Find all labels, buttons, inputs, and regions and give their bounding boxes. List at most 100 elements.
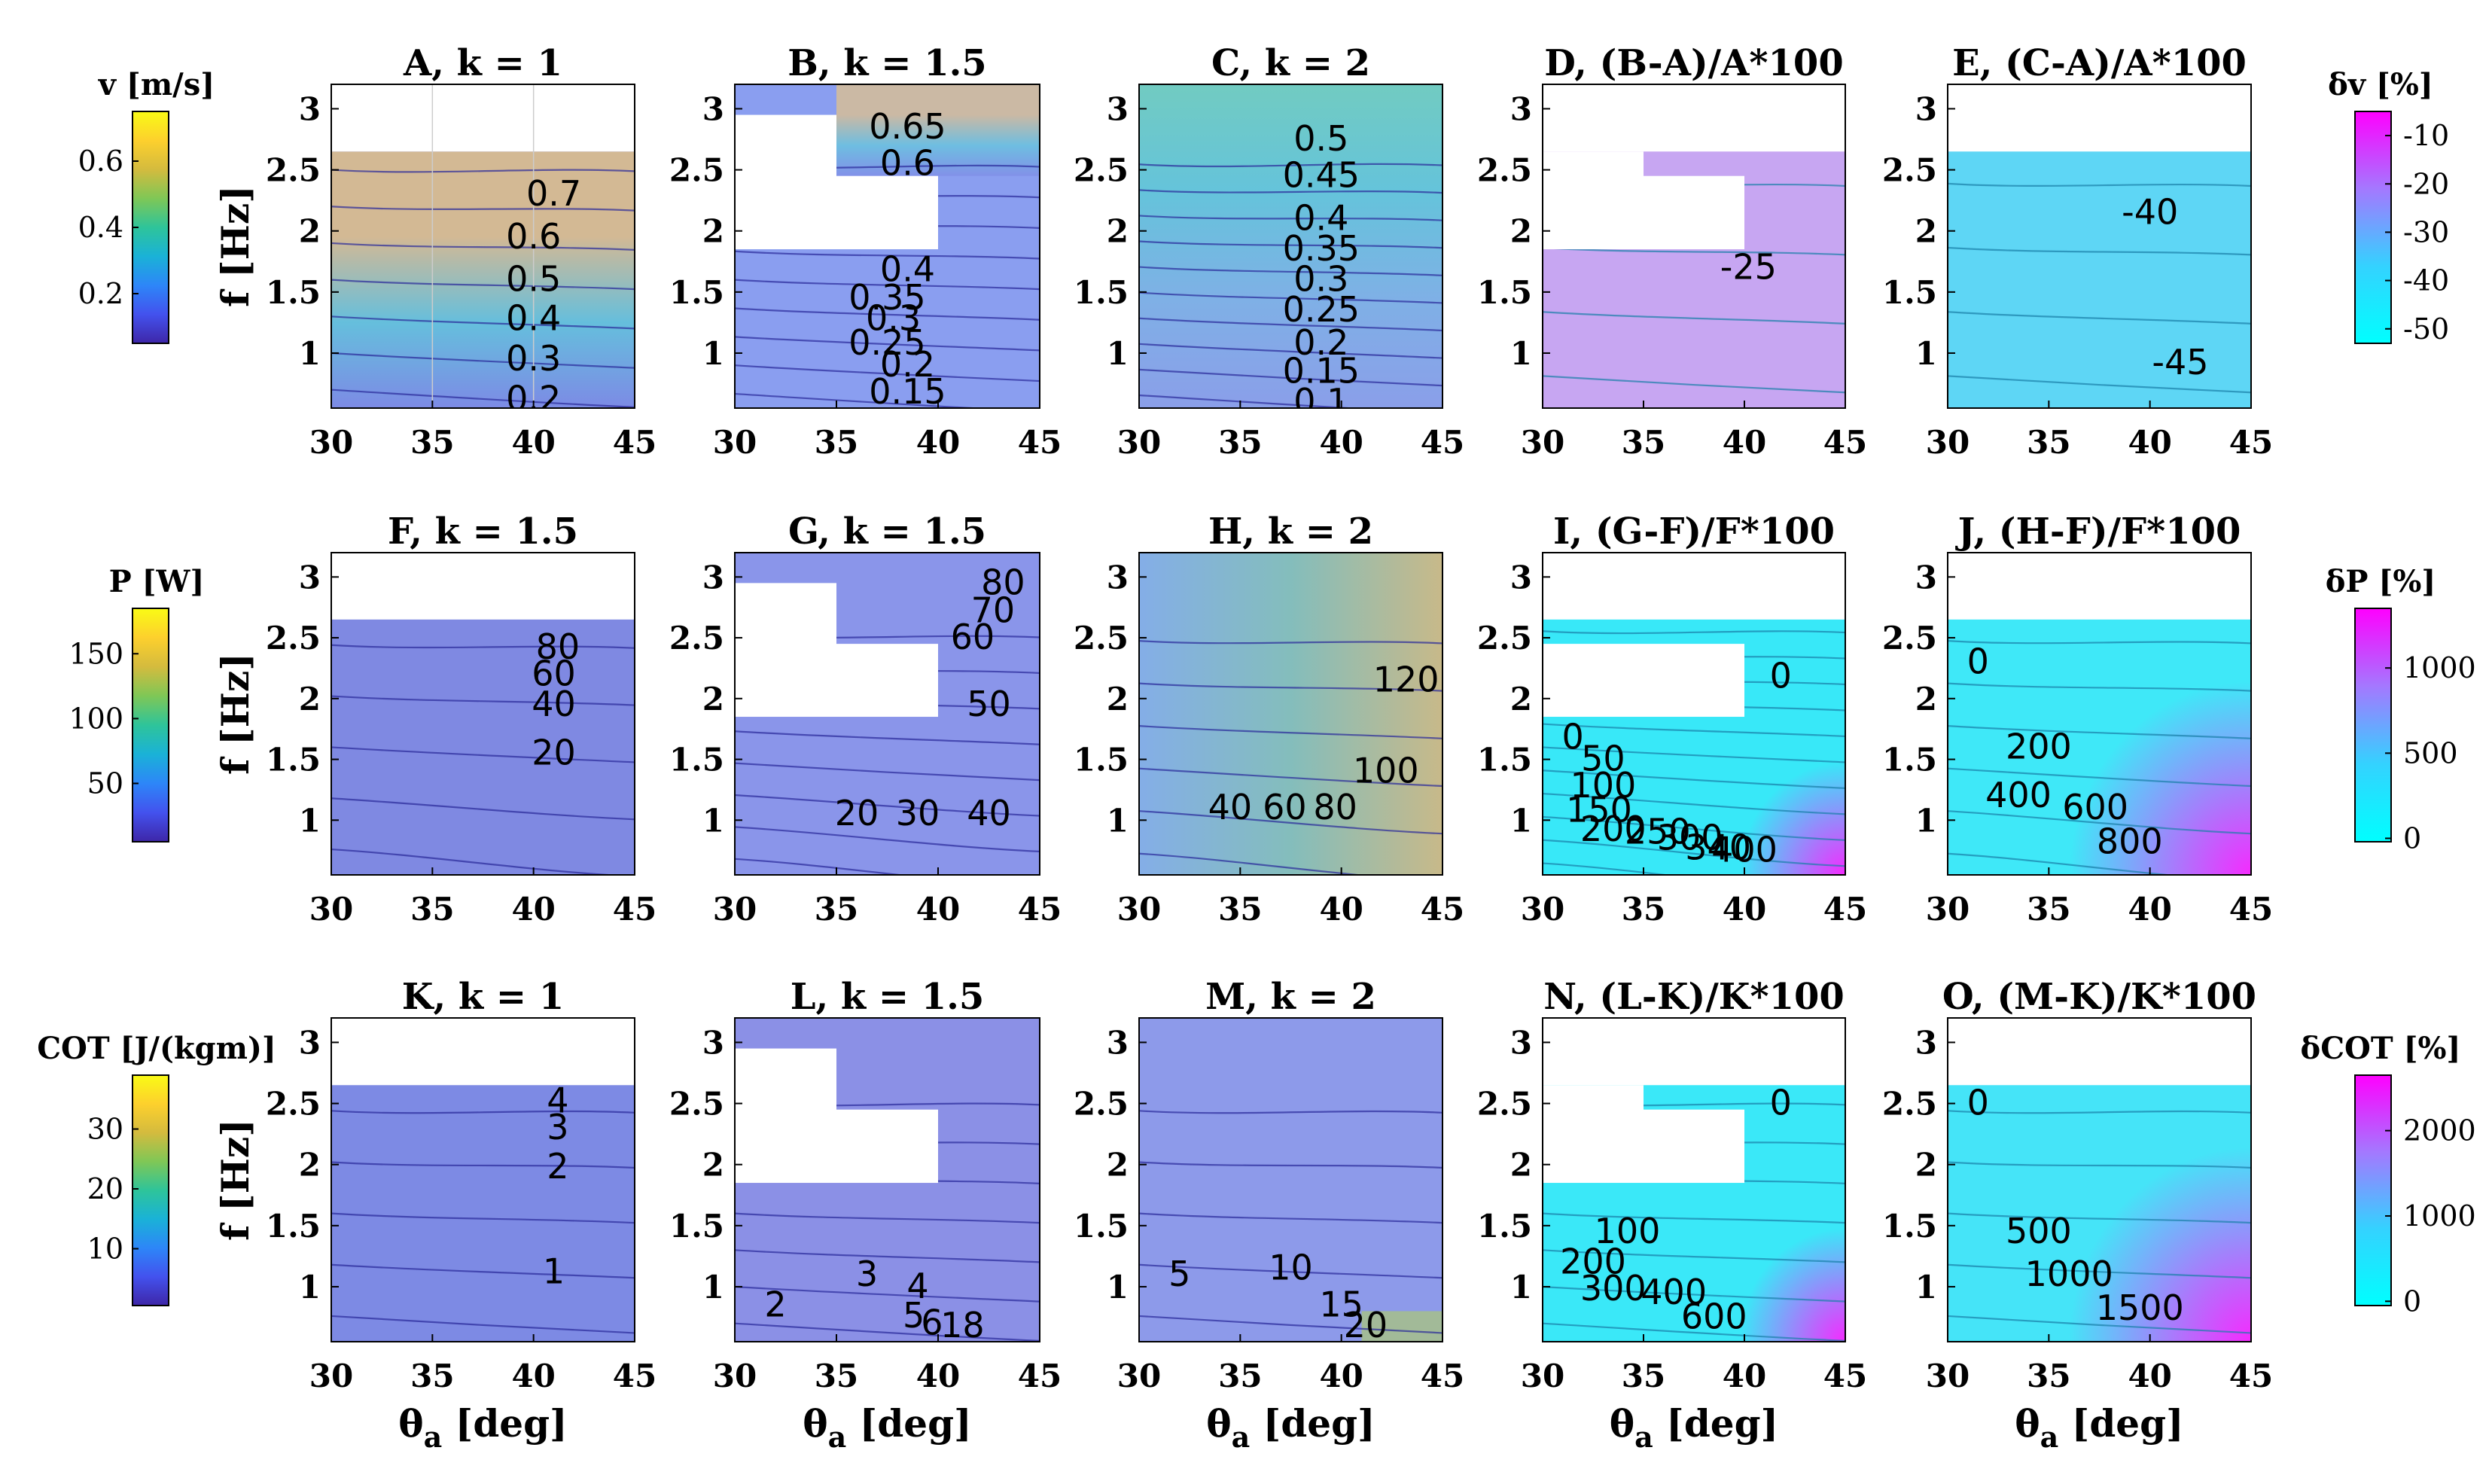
x-tick-label: 45 — [1823, 891, 1867, 928]
axes-frame — [1542, 552, 1846, 876]
contour-line — [1948, 1161, 2251, 1169]
x-tick-label: 35 — [410, 891, 454, 928]
x-tick-label: 30 — [1521, 891, 1564, 928]
y-tick-label: 3 — [1915, 1024, 1937, 1061]
x-tick-label: 40 — [511, 424, 555, 461]
y-tick-label: 1 — [1915, 1269, 1937, 1306]
colorbar-gradient — [2354, 111, 2392, 344]
y-tick-label: 1 — [299, 802, 321, 839]
colorbar-tick-label: 50 — [87, 767, 123, 800]
invalid-region — [735, 1048, 836, 1184]
contour-label: 0 — [1770, 1083, 1792, 1123]
contour-label: 0.6 — [880, 142, 935, 183]
invalid-region — [735, 114, 836, 250]
contour-line — [331, 746, 635, 763]
panel-a: 0.70.60.50.40.30.2 A, k = 1 30 35 40 45 1 1.5 2 2… — [213, 42, 657, 461]
contour-label: 0 — [1967, 641, 1989, 681]
x-tick-label: 35 — [2027, 424, 2070, 461]
contour-label: 50 — [967, 684, 1011, 724]
x-tick-label: 45 — [613, 1358, 657, 1394]
contour-line — [735, 1249, 1040, 1263]
contour-line — [1139, 1315, 1442, 1334]
x-tick-label: 30 — [1521, 424, 1564, 461]
contour-line — [1139, 1110, 1442, 1114]
x-tick-label: 30 — [1117, 424, 1161, 461]
x-tick-label: 35 — [2027, 1358, 2070, 1394]
colorbar-label: δCOT [%] — [2301, 1031, 2461, 1066]
x-tick-label: 45 — [1823, 424, 1867, 461]
contour-line — [1139, 639, 1442, 644]
contour-label: 18 — [940, 1305, 985, 1345]
contour-label: 0.4 — [506, 298, 561, 339]
heatmap-shade — [331, 151, 635, 408]
contour-line — [1543, 1249, 1845, 1263]
x-tick-label: 45 — [2229, 891, 2273, 928]
contour-line — [331, 279, 635, 291]
y-tick-label: 1 — [702, 802, 724, 839]
colorbar-tick-label: 20 — [87, 1172, 123, 1205]
contour-line — [1543, 1322, 1845, 1342]
contour-label: 100 — [1353, 751, 1419, 791]
contour-line — [1139, 682, 1442, 692]
colorbar-tick-label: 10 — [87, 1232, 123, 1265]
contour-line — [1139, 163, 1442, 168]
contour-label: 10 — [1269, 1248, 1313, 1288]
contour-line — [1139, 343, 1442, 359]
contour-line — [735, 364, 1040, 382]
y-tick-label: 1.5 — [1074, 274, 1129, 311]
axes-frame — [1138, 84, 1443, 409]
contour-line — [1543, 746, 1845, 763]
y-tick-label: 3 — [299, 1024, 321, 1061]
contour-label: 0.2 — [506, 379, 561, 419]
contour-label: 0.45 — [1283, 155, 1360, 196]
colorbar-label: v [m/s] — [98, 67, 215, 102]
contour-label: 0.2 — [1293, 322, 1348, 363]
y-axis-label: f [Hz] — [213, 185, 257, 307]
colorbar-tick-label: 500 — [2403, 736, 2458, 769]
panel-c: 0.50.450.40.350.30.250.20.150.1 C, k = 2 3… — [1074, 42, 1464, 461]
colorbar-right: δv [%] -10 -20 -30 -40 -50 — [2328, 67, 2449, 346]
invalid-region — [1543, 151, 1644, 250]
contour-label: 40 — [1208, 787, 1253, 827]
y-tick-label: 1 — [1510, 1269, 1532, 1306]
contour-label: 300 — [1657, 818, 1723, 858]
contour-line — [331, 1315, 635, 1334]
y-tick-label: 1.5 — [1477, 274, 1532, 311]
x-tick-label: 40 — [1319, 424, 1363, 461]
invalid-region — [1644, 644, 1744, 718]
contour-label: 4 — [547, 1080, 568, 1120]
contour-line — [331, 1212, 635, 1224]
contour-line — [1948, 852, 2175, 875]
contour-line — [1948, 311, 2251, 325]
x-tick-label: 30 — [1926, 424, 1970, 461]
x-tick-label: 40 — [1723, 424, 1766, 461]
invalid-region — [836, 644, 938, 718]
y-tick-label: 3 — [1107, 1024, 1129, 1061]
contour-label: 200 — [1580, 809, 1647, 849]
heatmap-shade — [1361, 1311, 1442, 1342]
axes-frame — [1138, 552, 1443, 876]
invalid-region — [1543, 1085, 1644, 1184]
contour-label: 250 — [1625, 811, 1691, 852]
y-tick-label: 1.5 — [669, 274, 724, 311]
contour-label: 40 — [967, 793, 1011, 833]
contour-label: 300 — [1580, 1268, 1647, 1309]
contour-line — [735, 794, 1040, 817]
contour-label: 1500 — [2096, 1287, 2184, 1328]
contour-label: 20 — [835, 793, 879, 833]
contour-line — [1543, 311, 1845, 325]
panel-title: K, k = 1 — [402, 976, 564, 1018]
panel-title: J, (H-F)/F*100 — [1955, 510, 2241, 553]
y-tick-label: 2 — [1107, 1147, 1129, 1184]
panel-d: -25 D, (B-A)/A*100 30 35 40 45 1 1.5 2 2.5 3 — [1477, 42, 1867, 461]
x-tick-label: 40 — [1319, 891, 1363, 928]
x-tick-label: 45 — [1018, 424, 1062, 461]
contour-label: 400 — [1711, 830, 1778, 870]
colorbar-tick-label: 1000 — [2403, 651, 2476, 684]
contour-line — [1139, 1263, 1442, 1279]
